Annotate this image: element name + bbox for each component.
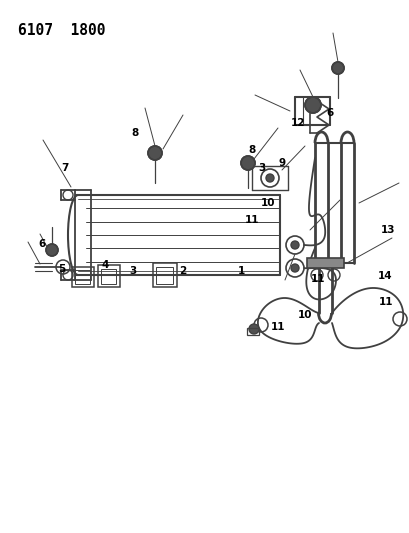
Text: 4: 4 xyxy=(101,260,108,270)
Circle shape xyxy=(290,264,298,272)
Text: 10: 10 xyxy=(297,310,312,320)
Text: 11: 11 xyxy=(310,274,324,284)
Bar xyxy=(306,258,343,268)
Circle shape xyxy=(240,156,254,170)
Circle shape xyxy=(46,244,58,256)
Text: 11: 11 xyxy=(244,215,258,225)
Circle shape xyxy=(148,146,162,160)
Bar xyxy=(155,267,173,284)
Text: 9: 9 xyxy=(278,158,285,168)
Text: 6107  1800: 6107 1800 xyxy=(18,23,105,38)
Text: 11: 11 xyxy=(270,322,285,332)
Text: 5: 5 xyxy=(58,264,65,274)
Text: 7: 7 xyxy=(61,163,69,173)
Text: 6: 6 xyxy=(38,239,45,249)
Circle shape xyxy=(290,241,298,249)
Text: 14: 14 xyxy=(377,271,391,281)
Text: 3: 3 xyxy=(129,266,136,276)
Circle shape xyxy=(304,97,320,113)
Text: 8: 8 xyxy=(131,128,138,138)
Bar xyxy=(72,267,94,287)
Bar xyxy=(101,269,116,284)
Bar xyxy=(246,328,258,335)
Circle shape xyxy=(248,324,258,334)
Text: 1: 1 xyxy=(237,266,244,276)
Circle shape xyxy=(331,62,343,74)
Bar xyxy=(153,263,177,287)
Bar xyxy=(75,270,90,284)
Text: 6: 6 xyxy=(326,108,333,118)
Text: 12: 12 xyxy=(290,118,305,128)
Text: 8: 8 xyxy=(248,145,255,155)
Text: 2: 2 xyxy=(179,266,186,276)
Text: 13: 13 xyxy=(380,225,394,235)
Text: 11: 11 xyxy=(378,297,392,307)
Bar xyxy=(98,265,120,287)
Circle shape xyxy=(265,174,273,182)
Text: 10: 10 xyxy=(260,198,274,208)
Text: 3: 3 xyxy=(258,163,265,173)
